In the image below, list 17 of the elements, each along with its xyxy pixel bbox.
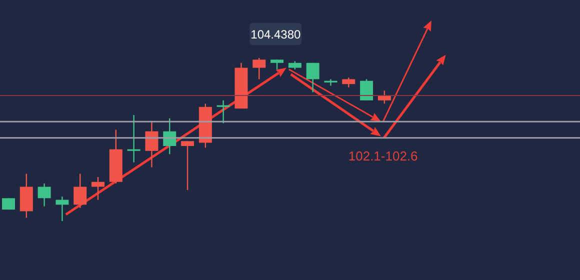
candlestick [306,62,320,93]
candlestick [216,100,230,124]
candlestick [342,76,356,88]
candlestick [252,58,266,80]
candlestick [145,120,158,168]
candlestick [378,90,391,104]
annotation: 102.1-102.6 [348,148,418,164]
annotation: 104.4380 [250,28,302,42]
candlestick [74,173,87,209]
candlestick [56,196,69,221]
candlestick [360,78,374,101]
candlestick [38,182,51,207]
candlestick [127,114,140,163]
candlestick [324,78,338,86]
candlestick [181,140,194,191]
candlestick [270,59,284,70]
candlestick [92,176,105,200]
